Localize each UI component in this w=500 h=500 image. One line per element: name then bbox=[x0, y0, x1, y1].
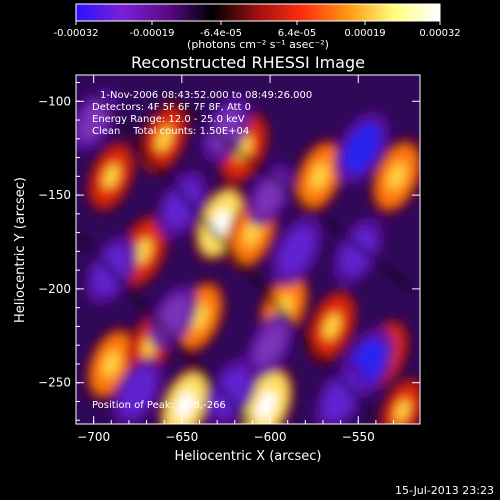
negative-blob bbox=[254, 323, 286, 367]
colorbar bbox=[75, 3, 441, 22]
emission-core bbox=[256, 390, 277, 420]
annotation-detectors: Detectors: 4F 5F 6F 7F 8F, Att 0 bbox=[92, 102, 251, 113]
x-tick-label: −600 bbox=[254, 430, 287, 444]
negative-blob bbox=[279, 227, 314, 276]
timestamp: 15-Jul-2013 23:23 bbox=[394, 484, 494, 497]
annotation-clean-counts: Clean Total counts: 1.50E+04 bbox=[92, 126, 249, 137]
emission-core bbox=[175, 391, 195, 420]
negative-blob bbox=[343, 123, 381, 174]
colorbar-tick-label: -0.00019 bbox=[130, 28, 175, 39]
x-axis-label: Heliocentric X (arcsec) bbox=[175, 449, 322, 464]
colorbar-unit-label: (photons cm⁻² s⁻¹ asec⁻²) bbox=[187, 38, 329, 51]
negative-blob bbox=[164, 181, 199, 228]
dark-ribbon bbox=[91, 89, 379, 423]
x-tick-label: −700 bbox=[77, 430, 110, 444]
emission-core bbox=[134, 238, 152, 265]
colorbar-tick-label: -6.4e-05 bbox=[200, 28, 242, 39]
emission-core bbox=[102, 350, 121, 378]
emission-core bbox=[310, 162, 329, 190]
emission-core bbox=[155, 126, 173, 152]
plot-frame bbox=[75, 74, 421, 425]
negative-blob bbox=[120, 368, 155, 416]
y-axis-label: Heliocentric Y (arcsec) bbox=[13, 177, 28, 323]
colorbar-tick-label: 0.00032 bbox=[419, 28, 460, 39]
emission-core bbox=[323, 313, 341, 340]
negative-blob bbox=[209, 107, 243, 152]
emission-core bbox=[394, 399, 411, 423]
y-tick-label: −150 bbox=[38, 188, 71, 202]
annotation-energy-range: Energy Range: 12.0 - 25.0 keV bbox=[92, 114, 245, 125]
y-tick-label: −250 bbox=[38, 376, 71, 390]
emission-core bbox=[103, 163, 120, 189]
dark-ribbon bbox=[76, 230, 255, 424]
annotation-block: 1-Nov-2006 08:43:52.000 to 08:49:26.000 … bbox=[92, 90, 312, 411]
x-tick-label: −650 bbox=[165, 430, 198, 444]
negative-blob bbox=[77, 98, 110, 142]
chart-title: Reconstructed RHESSI Image bbox=[131, 53, 365, 72]
colorbar-tick-labels: -0.00032 -0.00019 -6.4e-05 6.4e-05 0.00019 0.… bbox=[54, 21, 461, 39]
y-tick-label: −100 bbox=[38, 94, 71, 108]
colorbar-tick-label: -0.00032 bbox=[54, 28, 99, 39]
image-area bbox=[76, 75, 420, 424]
dark-ribbon bbox=[162, 89, 414, 292]
colorbar-tick-label: 0.00019 bbox=[344, 28, 385, 39]
colorbar-tick-label: 6.4e-05 bbox=[278, 28, 316, 39]
y-tick-label: −200 bbox=[38, 282, 71, 296]
annotation-time-range: 1-Nov-2006 08:43:52.000 to 08:49:26.000 bbox=[100, 90, 312, 101]
annotation-peak-position: Position of Peak: -598,-266 bbox=[92, 400, 226, 411]
emission-core bbox=[387, 162, 407, 191]
negative-blob bbox=[213, 368, 249, 416]
x-tick-label: −550 bbox=[342, 430, 375, 444]
